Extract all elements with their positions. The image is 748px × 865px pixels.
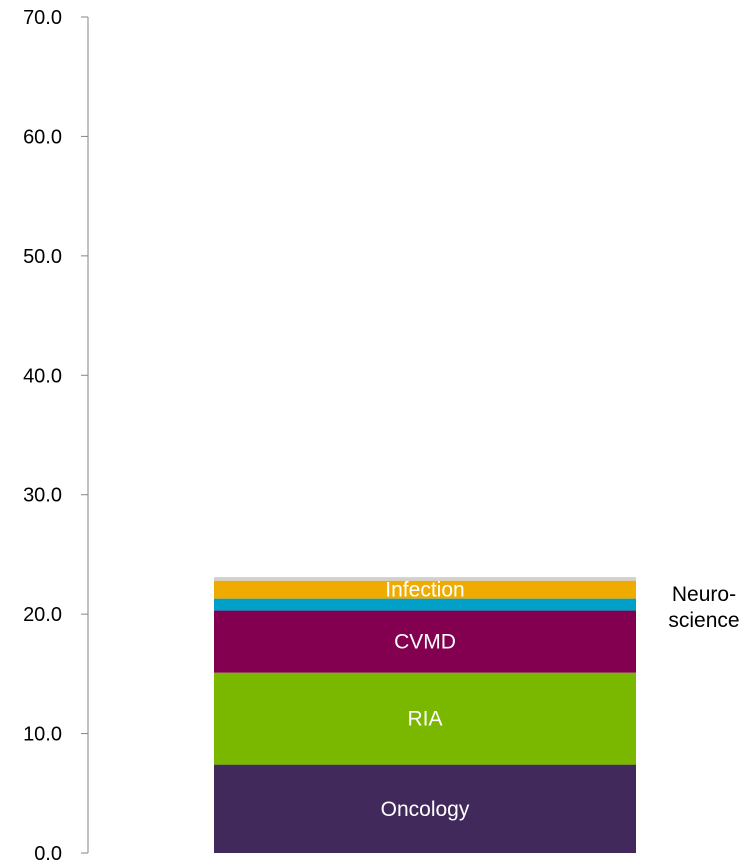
bar-segment-oncology	[214, 764, 636, 853]
y-tick-label: 60.0	[23, 126, 62, 148]
y-tick-label: 10.0	[23, 724, 62, 746]
segment-label-ria: RIA	[407, 708, 442, 731]
bar-segment-infection	[214, 580, 636, 599]
bar-segment-ria	[214, 672, 636, 765]
bar-segment-cvmd	[214, 610, 636, 673]
y-tick-label: 20.0	[23, 604, 62, 626]
segment-labels: Oncology RIA CVMD Neuro-science Infection	[381, 579, 740, 821]
y-axis: 0.0 10.0 20.0 30.0 40.0 50.0 60.0 70.0	[23, 7, 89, 865]
segment-label-oncology: Oncology	[381, 798, 470, 821]
bar-segment-neuro-science	[214, 598, 636, 611]
bar-stack	[214, 577, 636, 853]
y-tick-label: 70.0	[23, 7, 62, 29]
y-tick-label: 0.0	[34, 843, 62, 865]
segment-label-neuro-science: Neuro-science	[668, 583, 739, 632]
y-tick-label: 40.0	[23, 365, 62, 387]
y-tick-label: 30.0	[23, 485, 62, 507]
segment-label-infection: Infection	[385, 579, 464, 602]
y-tick-label: 50.0	[23, 246, 62, 268]
segment-label-cvmd: CVMD	[394, 631, 456, 654]
bar-segment-top-cap	[214, 577, 636, 581]
